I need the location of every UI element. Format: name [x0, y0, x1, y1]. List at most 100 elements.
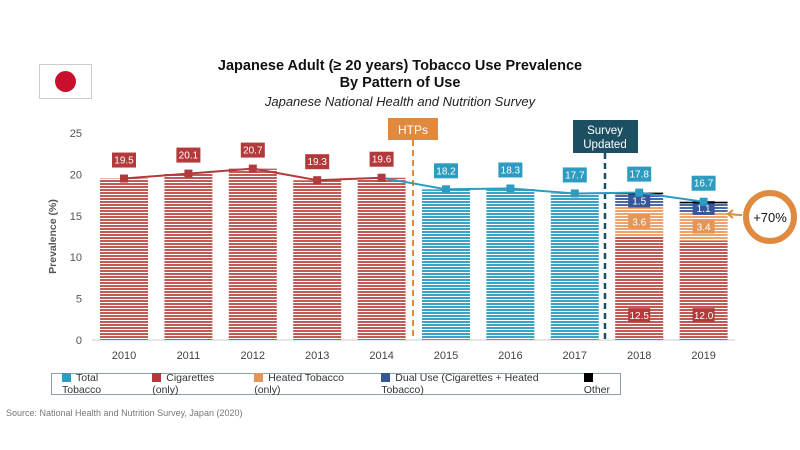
total-label-bg [305, 154, 330, 170]
x-tick-label: 2016 [498, 350, 522, 362]
survey-label-1: Survey [587, 125, 623, 137]
y-tick-label: 10 [70, 252, 82, 264]
y-tick-label: 5 [76, 294, 82, 306]
x-tick-label: 2011 [177, 350, 201, 362]
japan-flag [39, 64, 92, 99]
total-line-segment [574, 191, 640, 195]
flag-sun [55, 71, 76, 92]
x-tick-label: 2012 [241, 350, 265, 362]
increase-label: +70% [753, 210, 787, 225]
bar-2011 [164, 173, 213, 340]
total-line-segment [188, 167, 253, 175]
bar-2018-cigarettes [615, 236, 664, 340]
legend-item: Total Tobacco [62, 372, 132, 396]
data-label-bg [628, 214, 651, 229]
total-label-bg [627, 166, 652, 182]
legend-swatch [152, 373, 162, 382]
total-label: 19.6 [372, 155, 392, 166]
data-label-dual: 1.5 [632, 196, 646, 207]
total-point [184, 169, 193, 178]
total-line-segment [639, 191, 704, 203]
total-label-bg [691, 175, 716, 191]
htps-box [388, 118, 438, 140]
y-axis-label: Prevalence (%) [47, 199, 59, 274]
legend-item: Cigarettes (only) [152, 372, 234, 396]
arrow-head-icon [726, 209, 734, 219]
total-label: 18.2 [436, 166, 456, 177]
increase-badge [743, 190, 797, 244]
bar-2012 [228, 168, 277, 340]
data-label-cigarettes: 12.0 [694, 311, 714, 322]
x-tick-label: 2015 [434, 350, 458, 362]
data-label-dual: 1.1 [697, 204, 711, 215]
chart-title-line2: By Pattern of Use [339, 75, 461, 91]
legend-swatch [62, 373, 71, 382]
legend-swatch [583, 373, 593, 382]
y-tick-label: 20 [70, 169, 82, 181]
x-tick-label: 2017 [563, 350, 587, 362]
total-line-segment [317, 176, 382, 182]
bar-2013 [293, 180, 342, 340]
data-label-bg [692, 308, 715, 323]
total-point [248, 164, 257, 173]
legend-swatch [381, 373, 391, 382]
y-tick-label: 0 [76, 335, 82, 347]
total-label-bg [369, 151, 394, 167]
bar-2015 [422, 189, 470, 340]
total-point [699, 197, 708, 206]
total-point [635, 188, 644, 197]
total-label-bg [498, 162, 523, 178]
x-tick-label: 2014 [369, 350, 393, 362]
total-point [506, 184, 515, 193]
total-label: 16.7 [694, 179, 714, 190]
data-label-cigarettes: 12.5 [629, 311, 649, 322]
bar-2016 [486, 188, 535, 340]
legend-label: Other [583, 384, 610, 396]
data-label-bg [628, 308, 651, 323]
total-label-bg [434, 163, 458, 179]
bar-2010 [100, 178, 148, 340]
total-label-bg [240, 142, 265, 158]
total-point [120, 174, 128, 183]
legend-swatch [254, 373, 264, 382]
total-label: 20.7 [243, 146, 263, 157]
total-label: 18.3 [501, 165, 521, 176]
total-line-segment [252, 167, 318, 182]
total-label: 17.7 [565, 170, 585, 181]
data-label-heated: 3.4 [697, 223, 711, 234]
legend-item: Heated Tobacco (only) [254, 372, 361, 396]
htps-label: HTPs [398, 123, 428, 137]
legend-item: Other [583, 372, 620, 396]
total-line-segment [445, 187, 511, 191]
total-label-bg [112, 152, 136, 168]
legend-label: Heated Tobacco (only) [254, 372, 344, 396]
total-label: 19.5 [114, 156, 134, 167]
data-label-heated: 3.6 [632, 218, 646, 229]
total-point [377, 173, 386, 182]
total-point [570, 189, 579, 198]
total-point [442, 185, 450, 194]
x-tick-label: 2010 [112, 350, 136, 362]
survey-label-2: Updated [583, 139, 626, 151]
legend-label: Total Tobacco [62, 372, 102, 396]
chart-title: Japanese Adult (≥ 20 years) Tobacco Use … [217, 58, 583, 74]
legend-label: Dual Use (Cigarettes + Heated Tobacco) [381, 372, 539, 396]
legend: Total Tobacco Cigarettes (only) Heated Tob… [51, 372, 621, 396]
total-label: 19.3 [307, 157, 327, 168]
bar-2014 [357, 177, 406, 340]
total-label: 17.8 [629, 170, 649, 181]
x-tick-label: 2019 [691, 350, 715, 362]
total-line-segment [381, 176, 447, 191]
data-label-bg [692, 219, 715, 234]
arrow-icon [729, 213, 743, 216]
chart-subtitle: Japanese National Health and Nutrition S… [264, 94, 536, 109]
total-line-segment [123, 172, 189, 180]
legend-label: Cigarettes (only) [152, 372, 215, 396]
total-label: 20.1 [179, 151, 199, 162]
bar-2017 [550, 193, 599, 340]
source-note: Source: National Health and Nutrition Su… [6, 408, 243, 418]
x-tick-label: 2018 [627, 350, 651, 362]
data-label-bg [628, 193, 651, 208]
total-label-bg [176, 147, 201, 163]
